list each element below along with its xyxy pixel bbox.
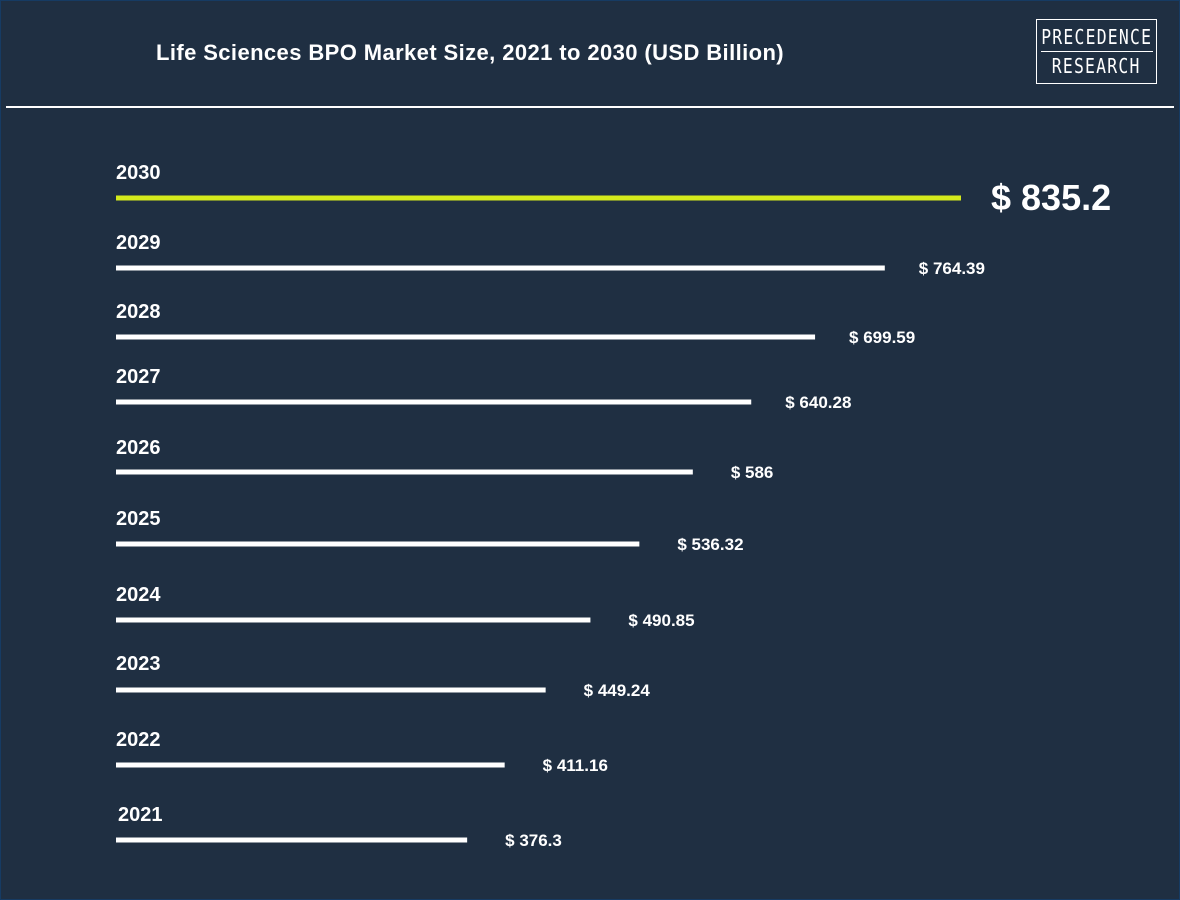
year-label-2023: 2023 — [116, 653, 161, 675]
bar-2026 — [116, 469, 693, 475]
logo-text-line-2: RESEARCH — [1052, 54, 1141, 78]
value-label-2028: $ 699.59 — [849, 328, 915, 347]
chart-title: Life Sciences BPO Market Size, 2021 to 2… — [156, 40, 785, 65]
value-label-2030: $ 835.2 — [991, 177, 1111, 218]
bar-2030 — [116, 195, 961, 201]
year-label-2029: 2029 — [116, 232, 161, 254]
bar-2028 — [116, 334, 816, 340]
value-label-2029: $ 764.39 — [919, 259, 985, 278]
header-divider — [6, 106, 1174, 108]
value-label-2021: $ 376.3 — [505, 831, 562, 850]
bar-2022 — [116, 762, 505, 768]
value-label-2026: $ 586 — [731, 463, 774, 482]
year-label-2021: 2021 — [118, 804, 163, 826]
value-label-2024: $ 490.85 — [628, 611, 694, 630]
brand-logo: PRECEDENCE RESEARCH — [1036, 19, 1157, 84]
logo-divider — [1040, 51, 1153, 52]
value-label-2022: $ 411.16 — [543, 756, 608, 775]
logo-text-line-1: PRECEDENCE — [1040, 25, 1153, 49]
year-label-2028: 2028 — [116, 301, 161, 323]
year-label-2022: 2022 — [116, 729, 161, 751]
bar-2023 — [116, 687, 546, 693]
bar-2027 — [116, 399, 752, 405]
value-label-2025: $ 536.32 — [677, 535, 743, 554]
bar-2024 — [116, 617, 591, 623]
bar-2029 — [116, 265, 885, 271]
year-label-2026: 2026 — [116, 437, 161, 459]
value-label-2023: $ 449.24 — [584, 681, 651, 700]
year-label-2025: 2025 — [116, 508, 161, 530]
year-label-2030: 2030 — [116, 162, 161, 184]
bar-2025 — [116, 541, 640, 547]
value-label-2027: $ 640.28 — [785, 393, 851, 412]
year-label-2024: 2024 — [116, 584, 161, 606]
bar-2021 — [116, 837, 468, 843]
year-label-2027: 2027 — [116, 366, 161, 388]
